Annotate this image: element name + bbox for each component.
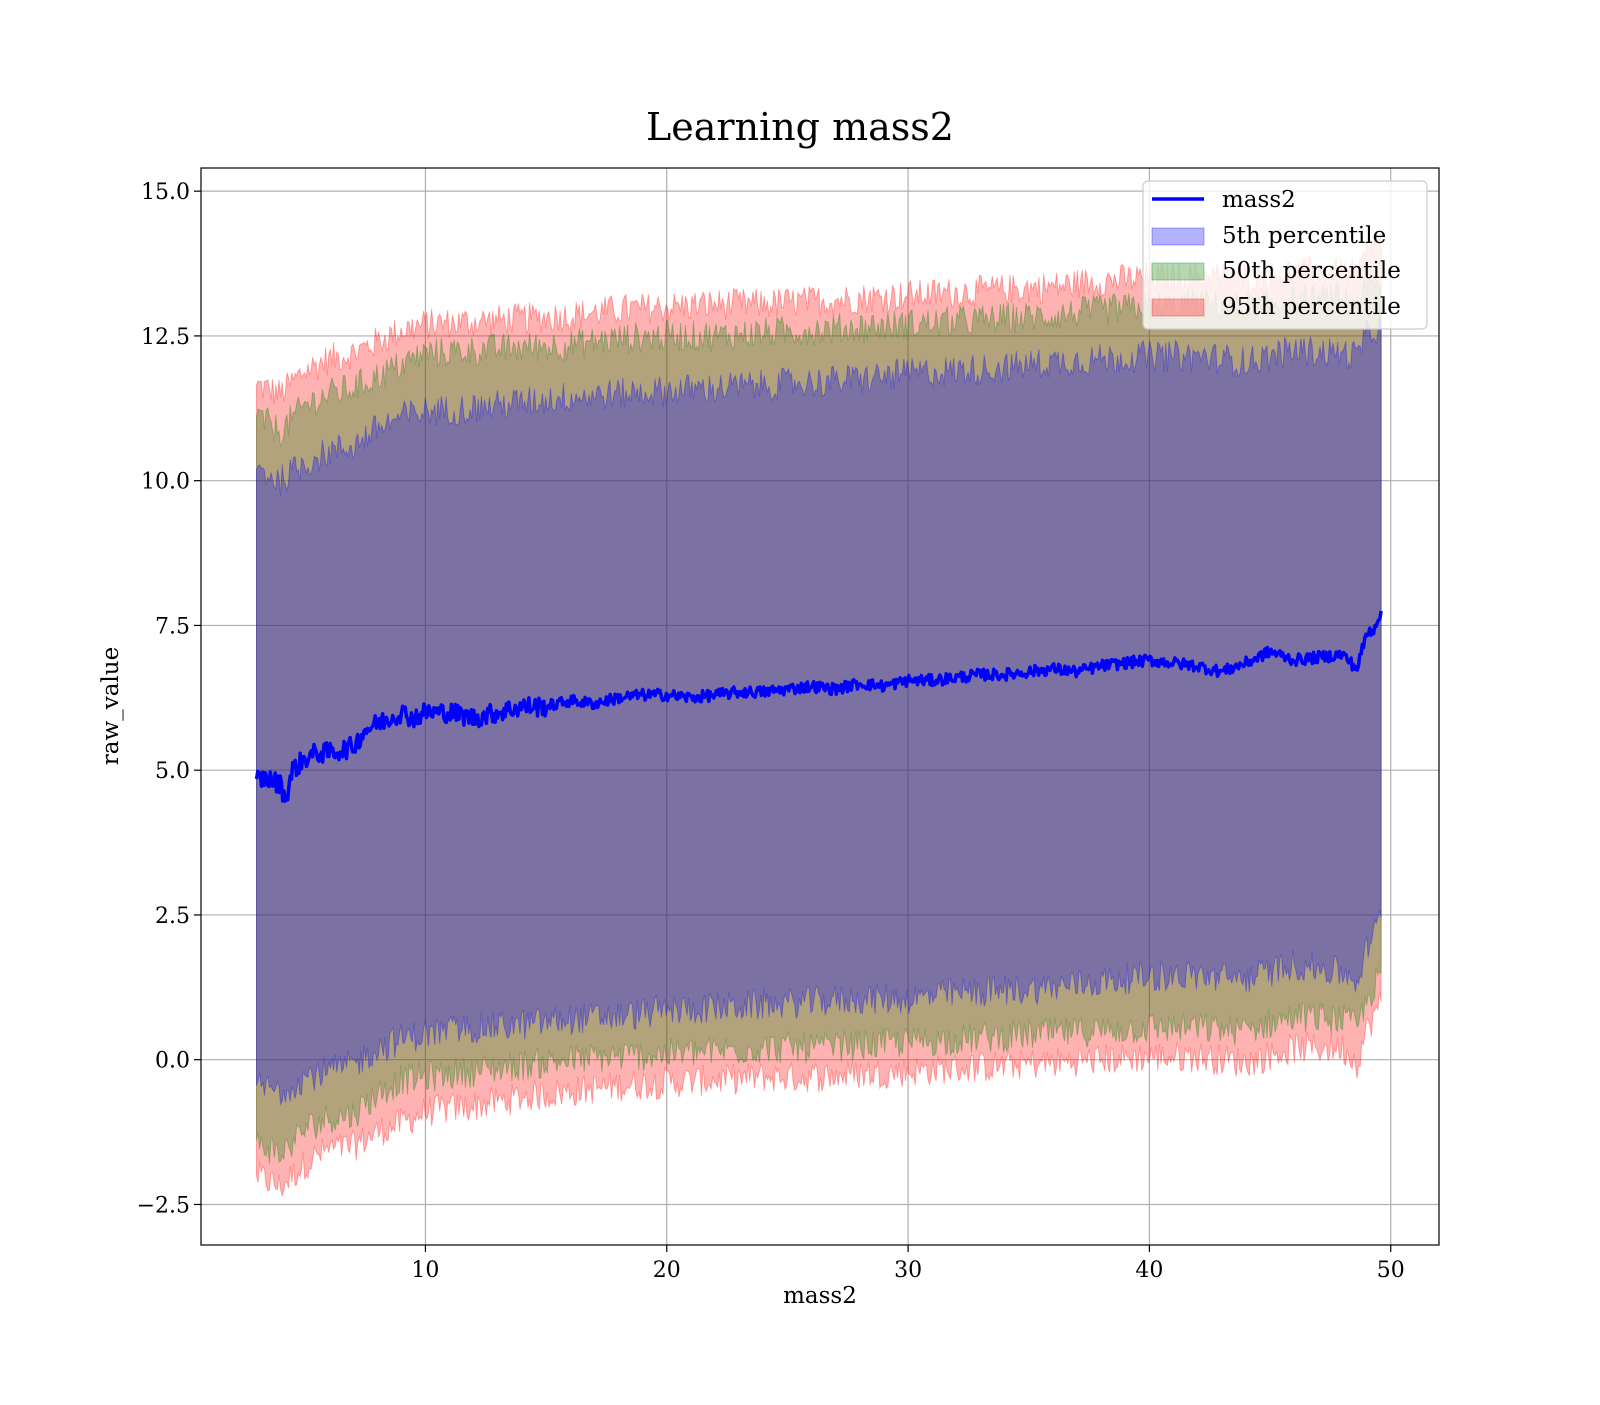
- legend-swatch-50th: [1151, 262, 1205, 281]
- y-tick-label: 12.5: [141, 325, 190, 350]
- tick-layer: 10 20 30 40 50 −2.5 0.0 2.5 5.0 7.5 10.0 12.5 15.0: [137, 180, 1405, 1283]
- y-tick-label: 15.0: [141, 180, 190, 205]
- x-tick-label: 10: [411, 1258, 439, 1283]
- x-tick-label: 50: [1377, 1258, 1405, 1283]
- chart-title: Learning mass2: [646, 105, 954, 149]
- legend: mass2 5th percentile 50th percentile 95t…: [1142, 180, 1428, 330]
- legend-swatch-5th: [1151, 227, 1205, 246]
- band-50th-percentile: [256, 275, 1382, 1164]
- band-layer: [256, 231, 1382, 1197]
- y-tick-label: −2.5: [137, 1193, 190, 1218]
- plot-frame: [200, 167, 1440, 1246]
- x-tick-label: 20: [653, 1258, 681, 1283]
- y-axis-label: raw_value: [98, 647, 124, 765]
- grid-layer: [201, 168, 1439, 1245]
- y-tick-label: 10.0: [141, 470, 190, 495]
- y-tick-label: 7.5: [155, 614, 190, 639]
- x-tick-label: 30: [894, 1258, 922, 1283]
- y-tick-label: 0.0: [155, 1049, 190, 1074]
- y-tick-label: 2.5: [155, 904, 190, 929]
- legend-label-mass2: mass2: [1222, 187, 1296, 213]
- legend-label-5th: 5th percentile: [1222, 223, 1386, 249]
- legend-label-50th: 50th percentile: [1222, 258, 1401, 284]
- legend-box: [1142, 180, 1428, 330]
- band-5th-percentile: [256, 313, 1382, 1107]
- x-tick-label: 40: [1135, 1258, 1163, 1283]
- band-95th-percentile: [256, 231, 1382, 1197]
- series-line-mass2: [254, 610, 1383, 803]
- legend-swatch-95th: [1151, 298, 1205, 317]
- x-axis-label: mass2: [783, 1283, 857, 1309]
- legend-label-95th: 95th percentile: [1222, 294, 1401, 320]
- line-layer: [254, 610, 1383, 803]
- y-tick-label: 5.0: [155, 759, 190, 784]
